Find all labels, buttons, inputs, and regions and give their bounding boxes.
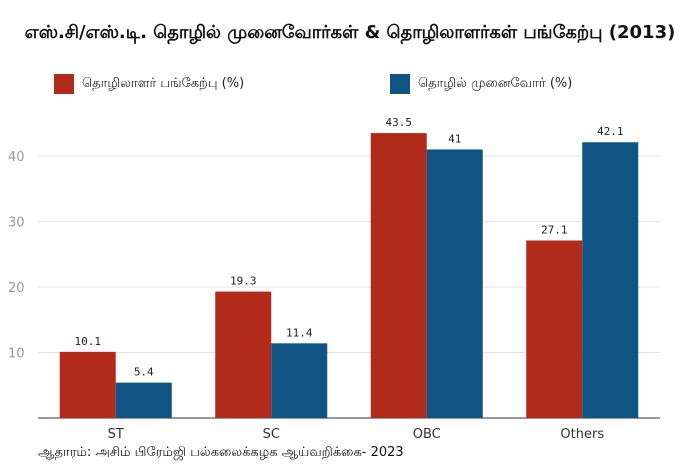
data-label: 43.5 bbox=[386, 116, 413, 129]
source-note: ஆதாரம்: அசிம் பிரேம்ஜி பல்கலைக்கழக ஆய்வற… bbox=[38, 445, 404, 460]
bar-sc-workers bbox=[215, 291, 272, 418]
bar-others-entrepreneurs bbox=[582, 142, 639, 418]
bar-obc-entrepreneurs bbox=[426, 149, 483, 418]
chart-title: எஸ்.சி/எஸ்.டி. தொழில் முனைவோர்கள் & தொழி… bbox=[24, 22, 676, 43]
legend-label-workers: தொழிலாளர் பங்கேற்பு (%) bbox=[82, 76, 245, 91]
data-label: 41 bbox=[448, 132, 461, 145]
bar-obc-workers bbox=[370, 133, 427, 418]
bar-others-workers bbox=[526, 240, 583, 418]
legend-label-entrepreneurs: தொழில் முனைவோர் (%) bbox=[418, 76, 573, 91]
y-tick-label: 20 bbox=[8, 281, 25, 296]
legend-item-workers: தொழிலாளர் பங்கேற்பு (%) bbox=[54, 74, 244, 94]
data-label: 10.1 bbox=[75, 335, 102, 348]
bar-sc-entrepreneurs bbox=[271, 343, 328, 418]
x-tick-label-sc: SC bbox=[263, 427, 280, 442]
data-label: 42.1 bbox=[597, 125, 624, 138]
legend-swatch-workers bbox=[54, 74, 74, 94]
y-tick-label: 30 bbox=[8, 216, 25, 231]
y-tick-label: 10 bbox=[8, 347, 25, 362]
legend-swatch-entrepreneurs bbox=[390, 74, 410, 94]
data-label: 27.1 bbox=[541, 223, 568, 236]
bar-st-workers bbox=[59, 351, 116, 418]
x-tick-label-st: ST bbox=[108, 427, 124, 442]
data-label: 5.4 bbox=[134, 366, 154, 379]
x-tick-label-others: Others bbox=[560, 427, 604, 442]
x-tick-label-obc: OBC bbox=[413, 427, 441, 442]
data-label: 11.4 bbox=[286, 326, 313, 339]
legend-item-entrepreneurs: தொழில் முனைவோர் (%) bbox=[390, 74, 572, 94]
data-label: 19.3 bbox=[230, 275, 257, 288]
y-tick-label: 40 bbox=[8, 150, 25, 165]
bar-st-entrepreneurs bbox=[115, 382, 172, 418]
